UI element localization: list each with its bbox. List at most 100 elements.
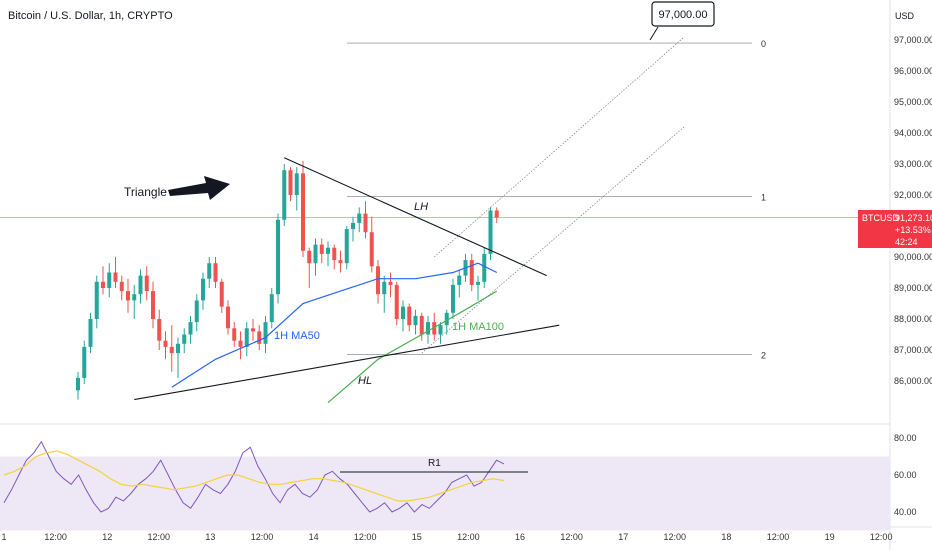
- price-tick-label: 90,000.00: [894, 252, 932, 262]
- price-tick-label: 87,000.00: [894, 345, 932, 355]
- time-tick-label: 15: [412, 532, 422, 542]
- candle-body: [282, 170, 287, 220]
- candle-body: [401, 306, 405, 319]
- price-tick-label: 97,000.00: [894, 35, 932, 45]
- time-tick-label: 16: [515, 532, 525, 542]
- candlestick-series: [76, 160, 499, 400]
- chart-title: Bitcoin / U.S. Dollar, 1h, CRYPTO: [8, 10, 173, 22]
- candle-body: [313, 244, 318, 264]
- candle-body: [494, 210, 499, 218]
- rsi-tick-label: 40.00: [894, 507, 917, 517]
- time-tick-label: 12:00: [148, 532, 171, 542]
- candle-body: [138, 275, 143, 295]
- candle-body: [338, 260, 343, 264]
- time-tick-label: 14: [309, 532, 319, 542]
- candle-body: [438, 325, 443, 335]
- candle-body: [351, 222, 355, 230]
- candle-body: [238, 340, 243, 347]
- time-tick-label: 12:00: [560, 532, 583, 542]
- candle-body: [169, 346, 174, 354]
- candle-body: [163, 340, 168, 347]
- candle-body: [176, 343, 180, 354]
- candle-body: [132, 294, 137, 301]
- candle-body: [419, 315, 424, 335]
- fib-level-label: 0: [761, 39, 766, 49]
- candle-body: [288, 170, 293, 195]
- rsi-ma-line: [3, 450, 505, 502]
- time-tick-label: 12:00: [457, 532, 480, 542]
- time-tick-label: 19: [825, 532, 835, 542]
- price-badge-bg: [858, 210, 932, 248]
- candle-body: [476, 281, 480, 285]
- candle-body: [469, 260, 474, 285]
- triangle-arrow-icon: [168, 176, 230, 200]
- fib-level-label: 1: [761, 193, 766, 203]
- price-tick-label: 93,000.00: [894, 159, 932, 169]
- target-callout-box: [651, 1, 715, 27]
- candle-body: [269, 294, 274, 323]
- candle-body: [257, 331, 262, 344]
- candle-body: [182, 334, 187, 344]
- time-tick-label: 1: [1, 532, 6, 542]
- price-tick-label: 92,000.00: [894, 190, 932, 200]
- price-badge: BTCUSD 91,273.10 +13.53% 42:24: [858, 210, 932, 248]
- target-callout-pointer: [649, 26, 659, 41]
- candle-body: [426, 322, 430, 335]
- candle-body: [82, 346, 87, 378]
- price-tick-label: 94,000.00: [894, 128, 932, 138]
- candle-body: [413, 315, 418, 326]
- candle-body: [294, 173, 299, 195]
- candle-body: [76, 377, 80, 391]
- candle-body: [388, 281, 393, 285]
- rsi-band: [0, 456, 890, 531]
- price-tick-label: 95,000.00: [894, 97, 932, 107]
- triangle-label: Triangle: [124, 185, 167, 199]
- candle-body: [113, 272, 118, 282]
- candle-body: [107, 272, 112, 288]
- rsi-series: [3, 440, 505, 513]
- price-badge-countdown: 42:24: [895, 237, 918, 247]
- channel-upper-line: [434, 36, 685, 258]
- currency-label: USD: [894, 11, 914, 21]
- candle-body: [101, 281, 105, 288]
- time-tick-label: 12:00: [44, 532, 67, 542]
- candle-body: [88, 319, 93, 347]
- candle-body: [213, 263, 218, 282]
- price-tick-label: 96,000.00: [894, 66, 932, 76]
- price-badge-change: +13.53%: [895, 225, 931, 235]
- candle-body: [457, 275, 462, 285]
- time-tick-label: 18: [721, 532, 731, 542]
- triangle-lower-line: [134, 324, 560, 401]
- ma100-line: [327, 290, 498, 404]
- candle-body: [394, 284, 399, 319]
- candle-body: [319, 244, 324, 254]
- price-badge-symbol: BTCUSD: [862, 213, 900, 223]
- candle-body: [344, 229, 349, 264]
- candle-body: [363, 213, 368, 233]
- candle-body: [382, 281, 387, 295]
- candle-body: [432, 322, 437, 335]
- candle-body: [226, 306, 230, 329]
- ma50-label: 1H MA50: [274, 330, 320, 342]
- candle-body: [157, 319, 162, 341]
- candle-body: [126, 291, 130, 301]
- rsi-line: [3, 440, 505, 513]
- candle-body: [201, 278, 205, 301]
- time-tick-label: 12:00: [870, 532, 893, 542]
- moving-averages: [171, 262, 498, 404]
- candle-body: [376, 266, 380, 295]
- candle-body: [444, 312, 449, 326]
- fib-level-label: 2: [761, 351, 766, 361]
- fib-extension: 2 1 0: [347, 39, 766, 361]
- time-tick-label: 12:00: [251, 532, 274, 542]
- time-axis: 1 12:00 12 12:00 13 12:00 14 12:00 15 12:00 16 12:0…: [1, 532, 892, 542]
- candle-body: [263, 322, 268, 344]
- candle-body: [451, 284, 455, 313]
- time-tick-label: 12:00: [354, 532, 377, 542]
- candle-body: [232, 328, 237, 341]
- channel-lower-line: [421, 126, 685, 354]
- candle-body: [482, 253, 487, 282]
- target-callout-label: 97,000.00: [659, 9, 708, 21]
- candle-body: [357, 213, 362, 223]
